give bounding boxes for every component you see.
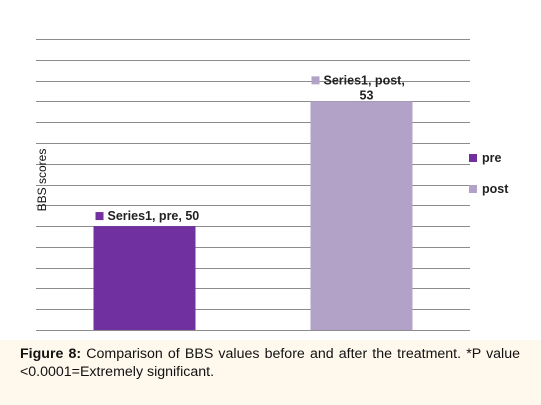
- bar-chart: Series1, pre, 50 Series1, post, 53 pre post…: [0, 0, 541, 340]
- legend-label: pre: [482, 151, 502, 165]
- data-label-text: Series1, pre, 50: [108, 209, 200, 223]
- bar-post: [310, 101, 413, 330]
- data-labels: Series1, pre, 50 Series1, post, 53: [95, 73, 405, 223]
- chart-area-background: [0, 0, 541, 340]
- y-axis-label: BBS scores: [35, 149, 49, 212]
- legend-item-pre: pre: [469, 151, 502, 165]
- data-label-pre: Series1, pre, 50: [95, 209, 200, 223]
- legend-swatch: [469, 154, 477, 162]
- legend-swatch: [469, 185, 477, 193]
- data-label-swatch: [311, 76, 320, 85]
- bars: [93, 101, 413, 330]
- legend-item-post: post: [469, 182, 509, 196]
- figure-caption: Figure 8: Comparison of BBS values befor…: [20, 345, 520, 381]
- data-label-post: Series1, post, 53: [311, 73, 405, 102]
- legend: pre post: [469, 151, 509, 196]
- data-label-swatch: [95, 212, 104, 221]
- caption-text: Comparison of BBS values before and afte…: [20, 346, 520, 380]
- legend-label: post: [482, 182, 509, 196]
- caption-label: Figure 8:: [20, 346, 82, 362]
- bar-pre: [93, 226, 196, 330]
- data-label-text: Series1, post, 53: [324, 73, 405, 102]
